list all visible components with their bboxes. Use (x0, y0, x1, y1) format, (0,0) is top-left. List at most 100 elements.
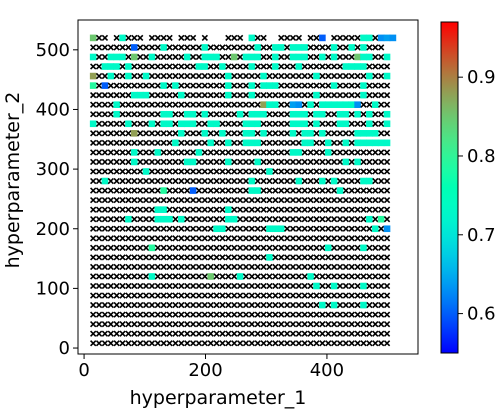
failed-marker (336, 235, 344, 242)
failed-marker (242, 301, 250, 309)
failed-marker (283, 187, 291, 194)
failed-marker (166, 235, 173, 242)
data-point (330, 301, 338, 309)
failed-marker (207, 44, 214, 51)
failed-marker (254, 130, 261, 137)
failed-marker (319, 196, 326, 204)
failed-marker (283, 101, 291, 108)
failed-marker (307, 187, 314, 194)
failed-marker (283, 168, 291, 175)
failed-marker (289, 330, 297, 337)
failed-marker (242, 63, 250, 70)
data-point (119, 34, 126, 42)
data-point (107, 53, 115, 61)
failed-marker (372, 158, 379, 166)
failed-marker (119, 149, 126, 156)
data-point (189, 110, 197, 118)
failed-marker (219, 111, 226, 118)
failed-marker (254, 91, 261, 99)
failed-marker (231, 196, 238, 204)
failed-marker (278, 168, 285, 175)
failed-marker (236, 321, 244, 328)
failed-marker (272, 216, 279, 223)
failed-marker (154, 340, 161, 347)
failed-marker (295, 292, 303, 299)
failed-marker (266, 44, 273, 51)
failed-marker (242, 82, 250, 89)
failed-marker (119, 263, 126, 271)
failed-marker (278, 101, 285, 108)
failed-marker (225, 120, 232, 127)
failed-marker (201, 263, 209, 271)
data-point (107, 63, 115, 70)
failed-marker (366, 101, 373, 108)
failed-marker (189, 130, 197, 137)
failed-marker (172, 263, 179, 271)
failed-marker (342, 130, 350, 137)
failed-marker (313, 254, 320, 261)
failed-marker (142, 53, 150, 61)
failed-marker (213, 111, 220, 118)
failed-marker (189, 196, 197, 204)
failed-marker (242, 311, 250, 318)
failed-marker (231, 91, 238, 99)
failed-marker (260, 263, 267, 271)
failed-marker (178, 187, 185, 194)
failed-marker (330, 72, 338, 80)
failed-marker (95, 44, 103, 51)
failed-marker (301, 216, 308, 223)
failed-marker (372, 330, 379, 337)
failed-marker (142, 263, 150, 271)
data-point (360, 139, 367, 147)
failed-marker (131, 168, 138, 175)
failed-marker (289, 263, 297, 271)
failed-marker (319, 187, 326, 194)
failed-marker (342, 168, 350, 175)
failed-marker (278, 301, 285, 309)
failed-marker (184, 34, 191, 42)
failed-marker (154, 63, 161, 70)
failed-marker (131, 139, 138, 147)
failed-marker (377, 82, 385, 89)
data-point (266, 225, 273, 233)
failed-marker (137, 187, 144, 194)
failed-marker (325, 158, 332, 166)
failed-marker (325, 282, 332, 290)
failed-marker (354, 82, 361, 89)
failed-marker (330, 273, 338, 280)
failed-marker (354, 330, 361, 337)
failed-marker (383, 292, 391, 299)
data-point (383, 72, 391, 80)
failed-marker (119, 91, 126, 99)
failed-marker (248, 149, 256, 156)
failed-marker (301, 149, 308, 156)
failed-marker (319, 321, 326, 328)
data-point (354, 139, 361, 147)
failed-marker (178, 273, 185, 280)
x-tick-label: 200 (188, 360, 222, 381)
data-point (225, 72, 232, 80)
failed-marker (189, 91, 197, 99)
failed-marker (207, 101, 214, 108)
failed-marker (119, 235, 126, 242)
failed-marker (225, 263, 232, 271)
failed-marker (348, 82, 355, 89)
failed-marker (342, 53, 350, 61)
data-point (319, 301, 326, 309)
failed-marker (90, 149, 97, 156)
failed-marker (307, 225, 314, 232)
failed-marker (283, 263, 291, 271)
failed-marker (260, 187, 267, 194)
failed-marker (354, 44, 361, 51)
failed-marker (184, 91, 191, 99)
failed-marker (266, 72, 273, 80)
failed-marker (201, 216, 209, 223)
failed-marker (330, 187, 338, 194)
failed-marker (101, 311, 109, 318)
data-point (207, 53, 215, 61)
failed-marker (207, 235, 214, 242)
failed-marker (213, 44, 220, 51)
failed-marker (207, 111, 214, 118)
failed-marker (178, 244, 185, 252)
failed-marker (260, 53, 267, 61)
